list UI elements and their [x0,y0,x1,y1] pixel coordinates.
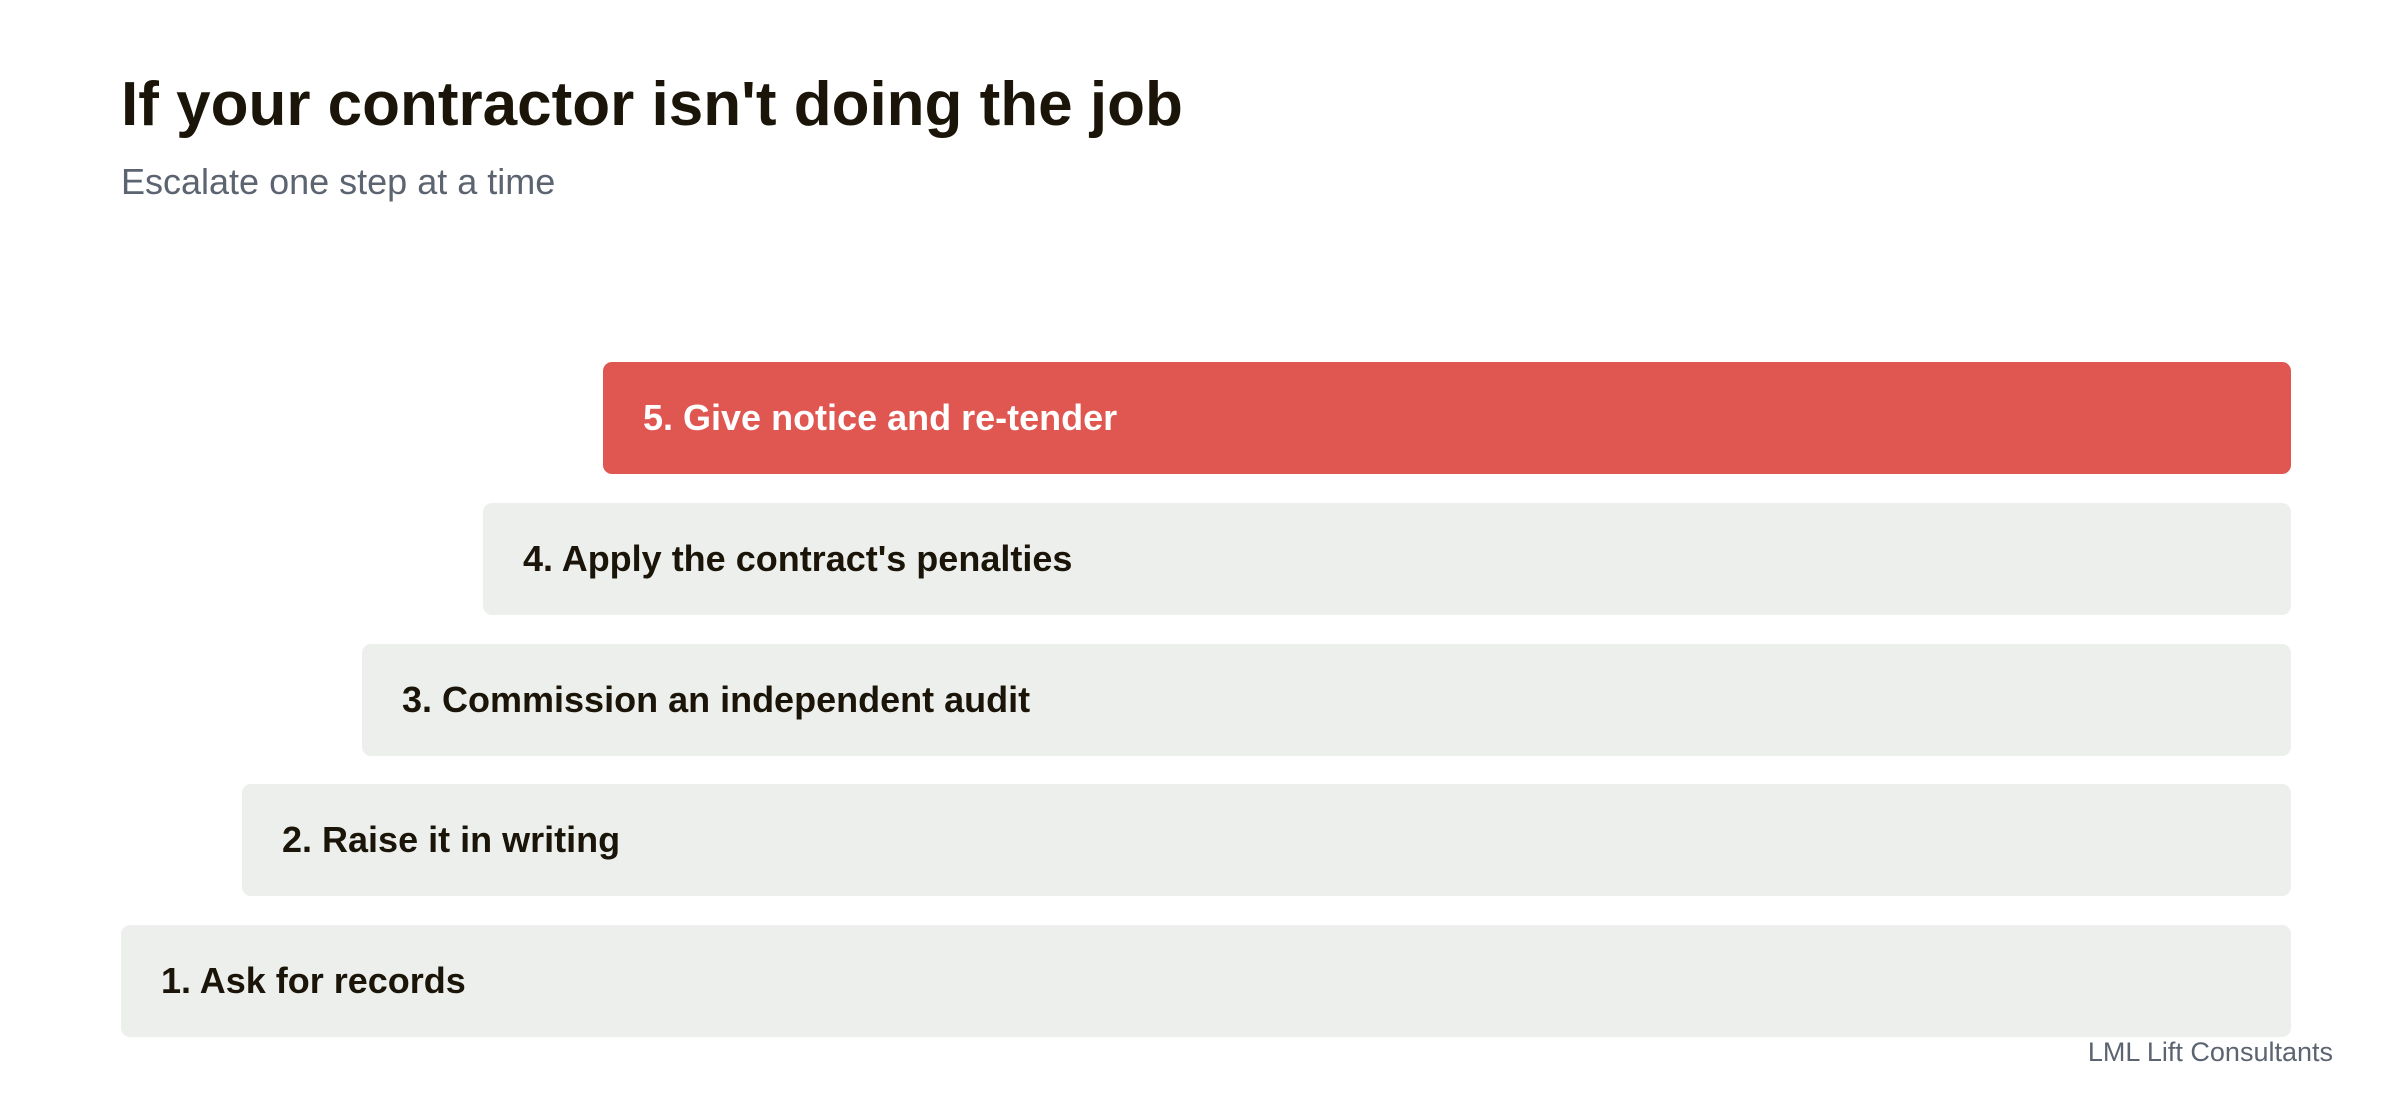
step-apply-penalties: 4. Apply the contract's penalties [483,503,2291,615]
step-raise-in-writing: 2. Raise it in writing [242,784,2291,896]
page-title: If your contractor isn't doing the job [121,70,1183,139]
page-subtitle: Escalate one step at a time [121,161,556,202]
step-label: 3. Commission an independent audit [402,679,1031,720]
step-label: 4. Apply the contract's penalties [523,538,1073,579]
footer-credit: LML Lift Consultants [2087,1037,2333,1067]
step-give-notice-and-retender: 5. Give notice and re-tender [603,362,2291,474]
step-commission-audit: 3. Commission an independent audit [362,644,2291,756]
step-ask-for-records: 1. Ask for records [121,925,2291,1037]
step-label: 1. Ask for records [161,960,466,1001]
step-label: 2. Raise it in writing [282,819,621,860]
step-label: 5. Give notice and re-tender [643,397,1118,438]
